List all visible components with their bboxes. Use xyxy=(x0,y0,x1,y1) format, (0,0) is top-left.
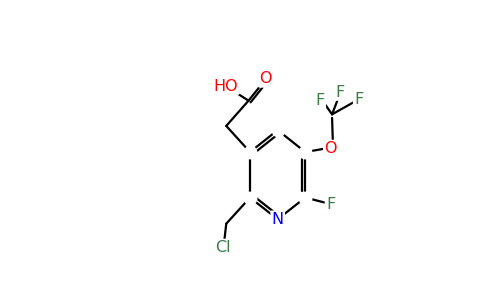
Text: F: F xyxy=(316,93,325,108)
Text: F: F xyxy=(354,92,363,107)
Text: N: N xyxy=(272,212,284,227)
Text: F: F xyxy=(336,85,345,100)
Text: O: O xyxy=(324,141,337,156)
Text: F: F xyxy=(326,197,335,212)
Text: HO: HO xyxy=(213,79,238,94)
Text: Cl: Cl xyxy=(215,240,231,255)
Text: O: O xyxy=(259,71,272,86)
